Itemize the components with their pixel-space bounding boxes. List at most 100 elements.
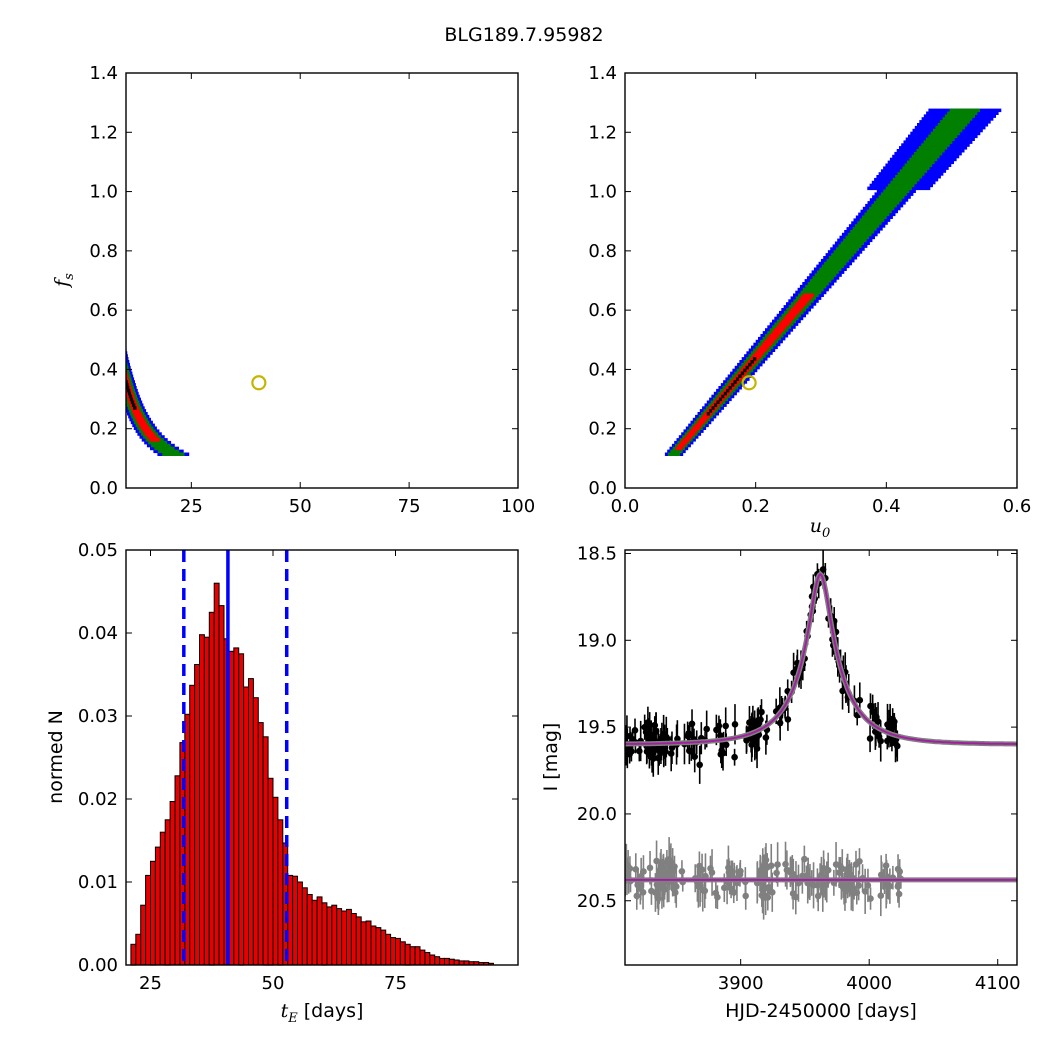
- histogram-bar: [140, 904, 147, 966]
- data-point: [748, 724, 756, 732]
- x-tick-label: 0.6: [1003, 496, 1032, 517]
- heatmap-cell-level4: [750, 360, 754, 364]
- heatmap-cell-level4: [709, 409, 713, 413]
- heatmap-cell-level1: [126, 362, 130, 367]
- heatmap-cell-level2: [836, 247, 859, 251]
- heatmap-cell-level3: [694, 423, 703, 428]
- data-point: [632, 866, 640, 873]
- x-tick-label: 0.4: [872, 496, 901, 517]
- data-point: [764, 894, 772, 901]
- y-axis-label: normed N: [45, 710, 67, 804]
- heatmap-cell-level3: [137, 420, 147, 425]
- histogram-bar: [380, 929, 387, 966]
- heatmap-cell-level3: [788, 310, 800, 315]
- data-point: [763, 864, 771, 871]
- heatmap-cell-level3: [759, 345, 770, 350]
- histogram-bar: [321, 902, 328, 966]
- heatmap-cell-level3: [800, 296, 812, 300]
- heatmap-cell-level2: [942, 117, 973, 121]
- histogram-bar: [409, 946, 416, 966]
- heatmap-cell-level4: [128, 394, 133, 399]
- histogram-bar: [164, 819, 171, 966]
- heatmap-cell-level2: [840, 241, 864, 245]
- histogram-bar: [355, 916, 362, 966]
- heatmap-cell-level2: [904, 163, 933, 167]
- heatmap-cell-level3: [126, 377, 129, 381]
- x-tick-label: 3900: [718, 973, 764, 994]
- x-tick-label: 50: [289, 496, 312, 517]
- heatmap-cell-level4: [721, 394, 725, 399]
- heatmap-cell-level4: [718, 397, 722, 402]
- histogram-bar: [174, 775, 181, 966]
- data-point: [776, 719, 784, 727]
- data-point: [856, 858, 863, 865]
- heatmap-cell-level2: [812, 276, 834, 280]
- heatmap-cell-level2: [944, 114, 975, 118]
- data-point: [653, 857, 660, 865]
- histogram-bar: [262, 736, 269, 966]
- heatmap-cell-level1: [126, 357, 129, 361]
- heatmap-cell-level2: [918, 146, 948, 150]
- histogram-bar: [292, 875, 299, 966]
- x-tick-label: 75: [398, 496, 421, 517]
- x-tick-label: 50: [262, 973, 285, 994]
- data-point: [832, 861, 840, 868]
- data-point: [631, 727, 639, 734]
- data-point: [636, 747, 643, 755]
- histogram-bar: [213, 582, 220, 966]
- histogram-bar: [370, 925, 377, 966]
- heatmap-cell-level2: [151, 443, 171, 448]
- heatmap-cell-level2: [126, 365, 129, 370]
- y-tick-label: 0.02: [78, 789, 118, 810]
- histogram-bar: [257, 722, 264, 966]
- heatmap-cell-level4: [126, 386, 130, 390]
- heatmap-cell-level3: [771, 331, 782, 335]
- x-tick-label: 25: [180, 496, 203, 517]
- histogram-bar: [159, 831, 166, 966]
- heatmap-cell-level4: [738, 374, 742, 378]
- heatmap-cell-level3: [689, 429, 698, 433]
- heatmap-cell-level2: [916, 149, 945, 153]
- histogram-bar: [404, 943, 411, 966]
- data-point: [784, 716, 792, 723]
- histogram-bar: [301, 887, 308, 966]
- y-tick-label: 0.0: [588, 478, 617, 499]
- y-tick-label: 0.6: [89, 300, 118, 321]
- heatmap-cell-level2: [158, 449, 180, 454]
- histogram-bar: [336, 908, 343, 966]
- x-axis-label: HJD-2450000 [days]: [725, 1000, 917, 1022]
- y-tick-label: 19.0: [577, 630, 617, 651]
- data-point: [773, 869, 780, 877]
- heatmap-cell-level2: [828, 256, 852, 260]
- heatmap-cell-level2: [871, 203, 897, 208]
- heatmap-cell-level4: [752, 357, 757, 361]
- panel-fs-vs-te: 25 50 75 100 0.0 0.2 0.4 0.6 0.8 1.0 1.2 1.4 fs: [51, 63, 535, 517]
- heatmap-cell-level3: [752, 354, 762, 358]
- heatmap-cell-level3: [795, 302, 807, 306]
- histogram-bar: [424, 952, 431, 966]
- histogram-bar: [218, 605, 225, 966]
- data-point: [866, 735, 874, 742]
- heatmap-cell-level3: [135, 417, 145, 422]
- y-tick-label: 0.8: [89, 241, 118, 262]
- heatmap-cell-level3: [677, 443, 685, 448]
- data-point: [867, 895, 874, 902]
- heatmap-cell-level3: [126, 374, 129, 378]
- heatmap-cell-level4: [716, 400, 720, 404]
- heatmap-cell-level2: [845, 235, 870, 240]
- data-point: [652, 889, 659, 896]
- x-tick-label: 4000: [846, 973, 892, 994]
- heatmap-cell-level2: [890, 180, 917, 185]
- heatmap-cell-level3: [802, 293, 814, 297]
- y-axis-label: I [mag]: [540, 723, 562, 792]
- heatmap-cell-level3: [139, 423, 148, 428]
- data-point: [762, 856, 770, 864]
- data-point: [633, 892, 641, 900]
- heatmap-cell-level3: [147, 435, 158, 439]
- heatmap-cell-level3: [675, 446, 683, 451]
- y-tick-label: 0.2: [89, 419, 118, 440]
- y-tick-label: 0.4: [588, 359, 617, 380]
- heatmap-cell-level3: [769, 334, 780, 338]
- heatmap-cell-level2: [878, 195, 905, 199]
- heatmap-cell-level3: [797, 299, 810, 303]
